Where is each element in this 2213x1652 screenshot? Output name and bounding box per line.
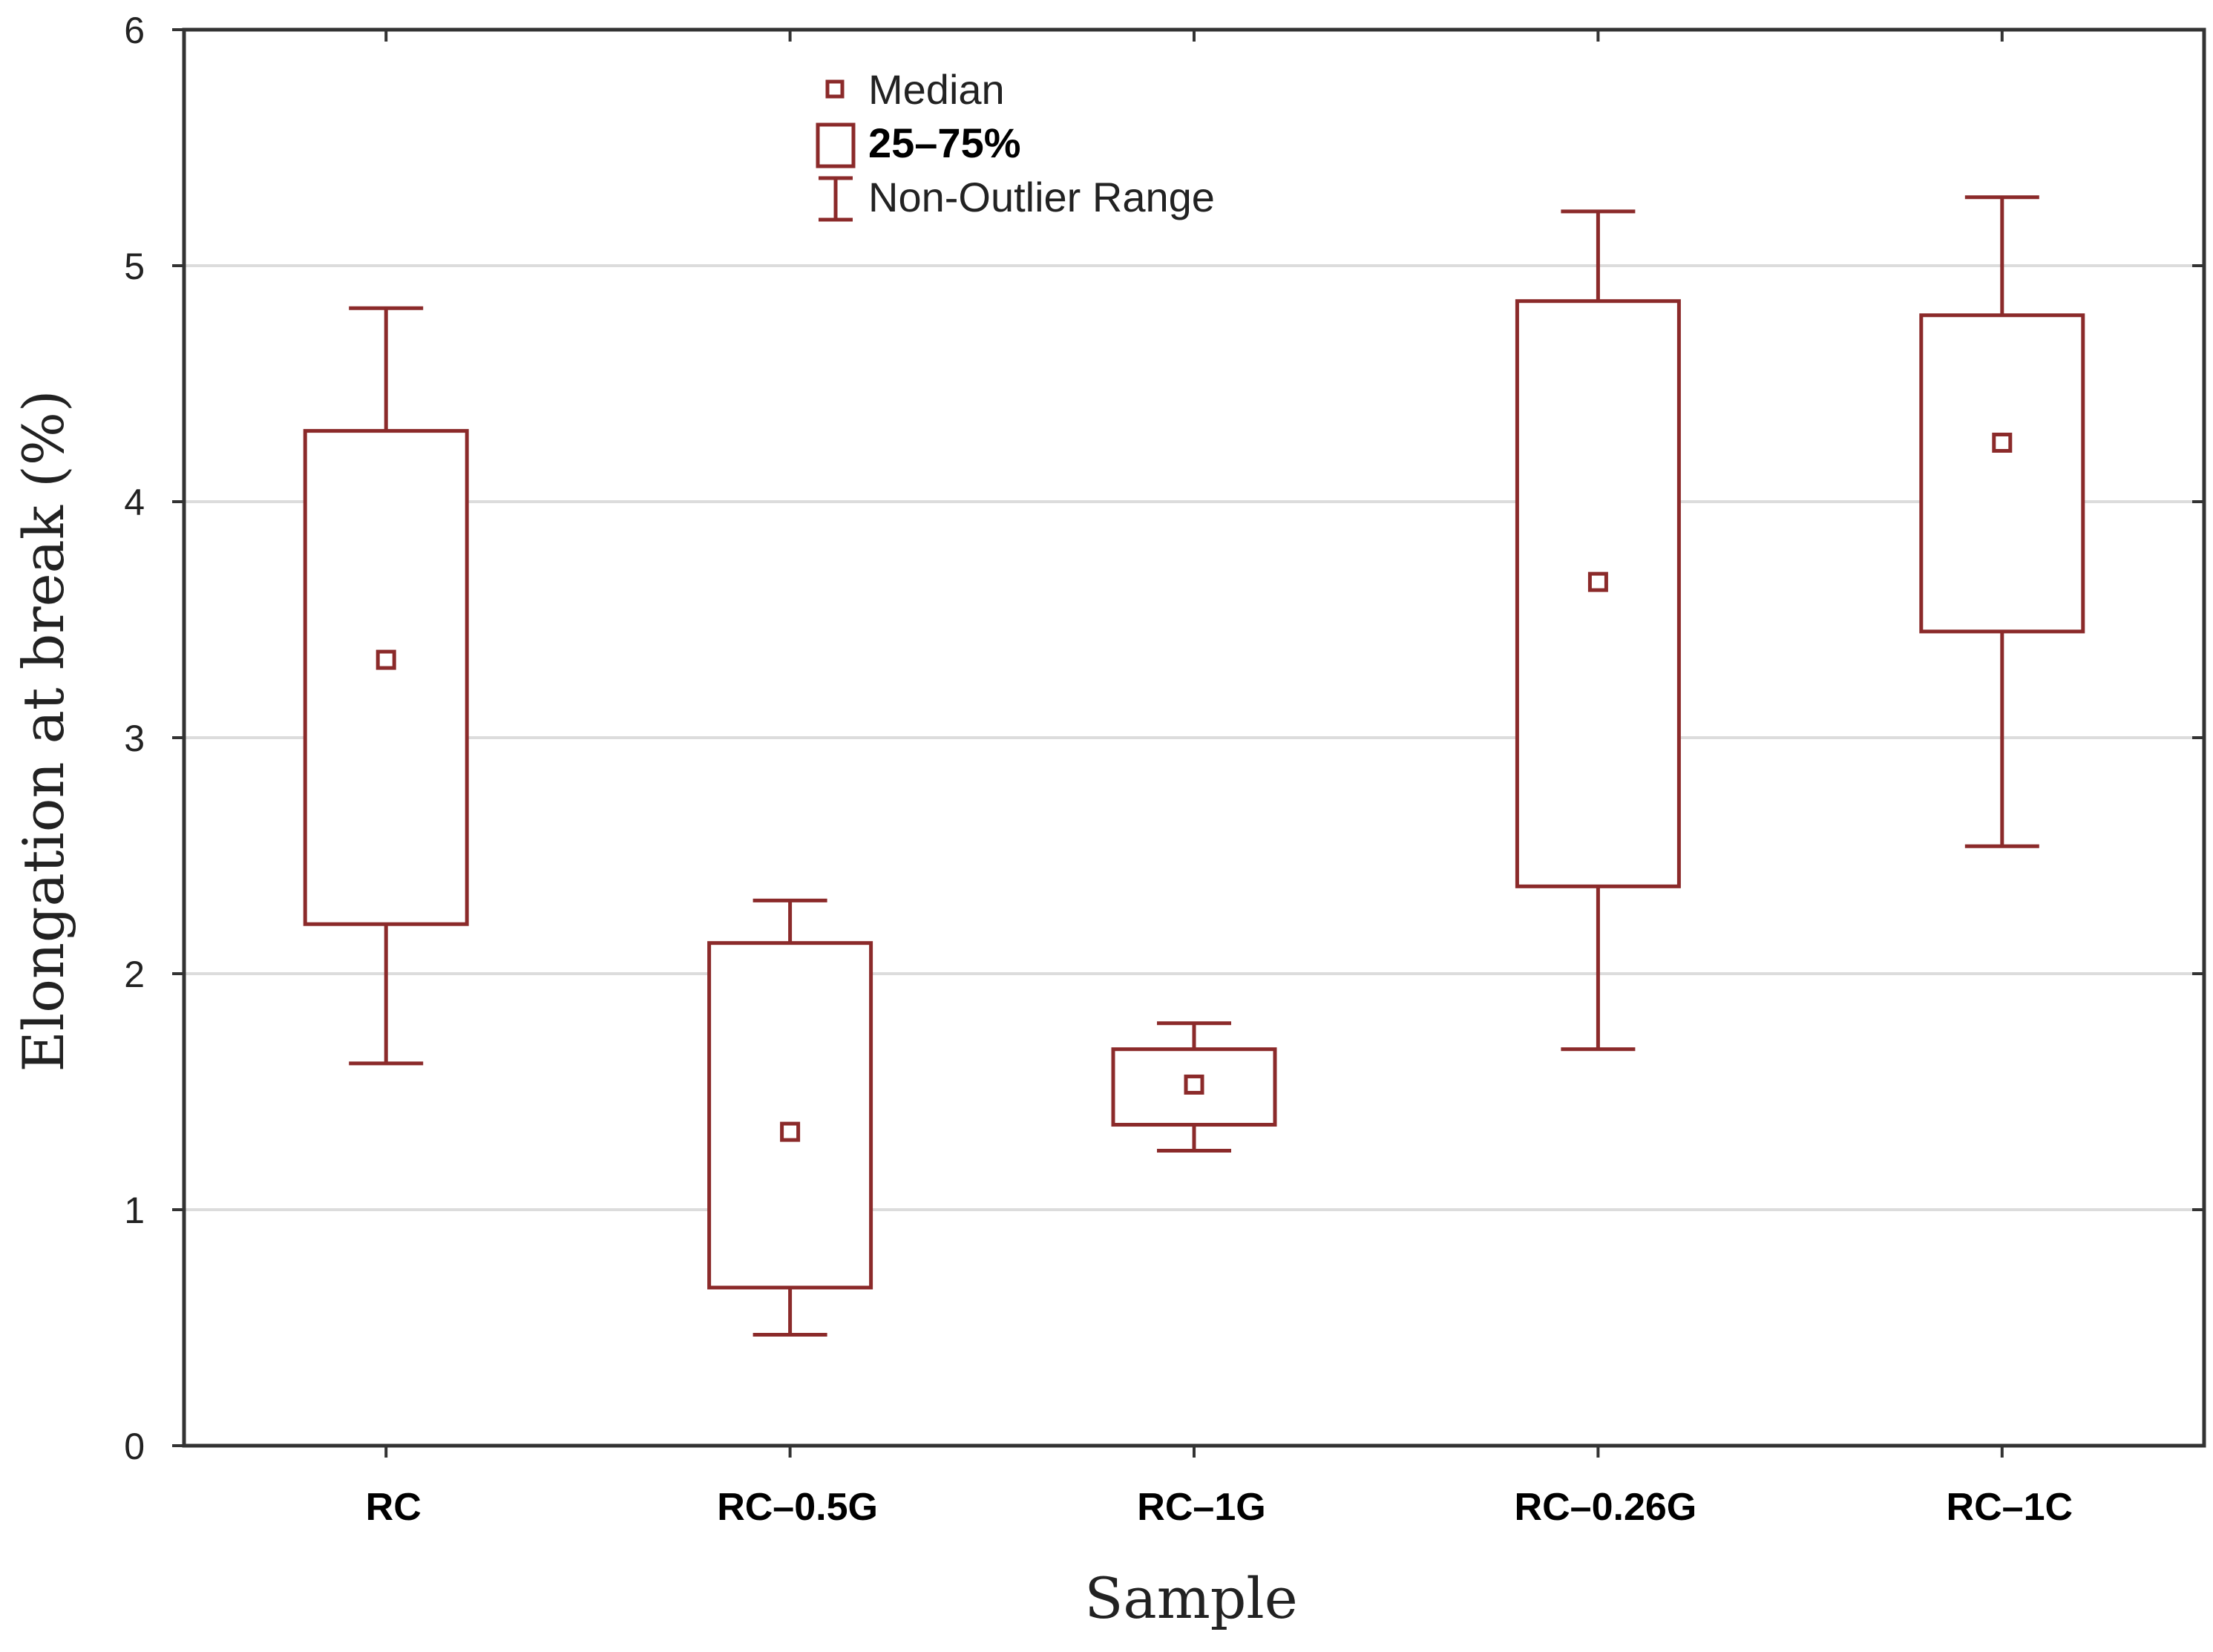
legend-box-label: 25–75% <box>868 119 1021 166</box>
gridlines <box>184 264 2204 1211</box>
iqr-box-4 <box>1919 313 2085 634</box>
y-tick-label-3: 3 <box>124 718 145 759</box>
box-group-4 <box>1919 195 2085 848</box>
y-tick-label-6: 6 <box>124 10 145 51</box>
x-tick-label-4: RC–1C <box>1947 1486 2073 1529</box>
iqr-box-3 <box>1515 299 1681 888</box>
x-axis-ticks: RC RC–0.5G RC–1G RC–0.26G RC–1C <box>366 30 2073 1529</box>
y-axis-label: Elongation at break (%) <box>10 390 76 1072</box>
x-tick-label-2: RC–1G <box>1137 1486 1265 1529</box>
box-group-1 <box>707 898 873 1337</box>
legend-median-label: Median <box>868 66 1005 113</box>
iqr-box-0 <box>303 429 469 926</box>
x-axis-label: Sample <box>1084 1565 1297 1631</box>
box-group-3 <box>1515 209 1681 1052</box>
legend-whisker-label: Non-Outlier Range <box>868 174 1215 220</box>
legend-box-marker <box>816 122 856 168</box>
legend: Median 25–75% Non-Outlier Range <box>816 66 1215 222</box>
y-axis-ticks: 0 1 2 3 4 5 6 <box>124 10 2204 1467</box>
y-tick-label-0: 0 <box>124 1426 145 1467</box>
y-tick-label-1: 1 <box>124 1190 145 1231</box>
y-tick-label-2: 2 <box>124 954 145 995</box>
x-tick-label-3: RC–0.26G <box>1515 1486 1697 1529</box>
box-series <box>303 195 2085 1337</box>
median-marker-2 <box>1184 1074 1204 1095</box>
legend-median-marker <box>825 79 845 99</box>
x-tick-label-0: RC <box>366 1486 422 1529</box>
median-marker-0 <box>376 649 396 670</box>
y-tick-label-5: 5 <box>124 246 145 287</box>
box-group-2 <box>1111 1021 1277 1153</box>
iqr-box-2 <box>1111 1047 1277 1127</box>
median-marker-4 <box>1992 433 2013 453</box>
median-marker-3 <box>1587 571 1608 592</box>
median-marker-1 <box>780 1121 801 1142</box>
iqr-box-1 <box>707 941 873 1290</box>
box-group-0 <box>303 306 469 1066</box>
y-tick-label-4: 4 <box>124 482 145 523</box>
x-tick-label-1: RC–0.5G <box>717 1486 878 1529</box>
